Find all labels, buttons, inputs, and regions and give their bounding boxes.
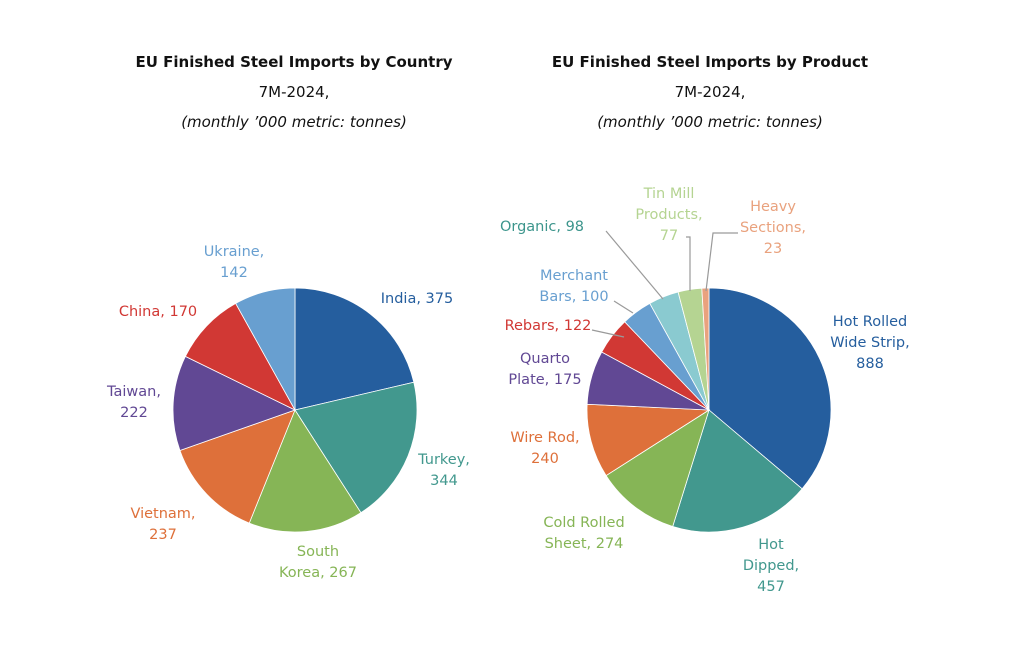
product-data-label-line: Bars, 100 [539,289,608,305]
country-data-label-line: India, 375 [381,291,453,307]
country-data-label-line: China, 170 [119,304,197,320]
product-data-label-line: Sections, [740,220,806,236]
product-slice-hot-rolled-wide-strip [708,287,832,490]
product-data-label-quarto-plate: Quarto Plate, 175 [508,351,581,388]
product-chart-units: (monthly ’000 metric: tonnes) [597,113,823,131]
country-data-label-china: China, 170 [119,304,197,320]
country-data-label-line: 222 [120,405,148,421]
country-data-label-line: South [297,544,339,560]
country-slice-ukraine [235,287,296,412]
product-data-label-line: Organic, 98 [500,219,584,235]
product-slice-hot-dipped [672,409,803,533]
product-data-label-organic: Organic, 98 [500,219,584,235]
country-data-label-line: Vietnam, [130,506,195,522]
product-data-label-line: Dipped, [743,558,799,574]
product-data-label-line: Products, [635,207,702,223]
product-slice-heavy-sections [701,287,710,411]
product-data-label-line: Tin Mill [643,186,695,202]
product-leader-line-merchant-bars [613,300,634,314]
country-data-label-turkey: Turkey, 344 [417,452,470,489]
product-data-label-cold-rolled-sheet: Cold Rolled Sheet, 274 [543,515,624,552]
product-data-label-line: Wire Rod, [510,430,579,446]
product-chart-subtitle: 7M-2024, [674,83,746,101]
product-leader-line-rebars [591,329,625,338]
country-pie: India, 375 Turkey, 344 South Korea, 267 Vietn… [106,244,470,581]
product-data-label-wire-rod: Wire Rod, 240 [510,430,579,467]
product-chart-title: EU Finished Steel Imports by Product [551,53,869,71]
country-slice-south-korea [248,409,362,533]
product-leader-line-organic [605,230,664,300]
country-data-label-vietnam: Vietnam, 237 [130,506,195,543]
product-data-label-line: Rebars, 122 [505,318,592,334]
country-slice-vietnam [179,409,296,524]
country-data-label-line: 237 [149,527,177,543]
product-data-label-line: Hot [758,537,784,553]
product-data-label-line: Wide Strip, [830,335,909,351]
country-data-label-india: India, 375 [381,291,453,307]
product-chart-title-block: EU Finished Steel Imports by Product 7M-… [500,47,920,137]
product-data-label-hot-rolled-wide-strip: Hot Rolled Wide Strip, 888 [830,314,909,372]
country-data-label-taiwan: Taiwan, 222 [106,384,161,421]
country-data-label-south-korea: South Korea, 267 [279,544,357,581]
country-chart-units: (monthly ’000 metric: tonnes) [181,113,407,131]
country-slice-china [184,302,296,411]
country-data-label-line: Korea, 267 [279,565,357,581]
product-slice-wire-rod [586,403,711,477]
country-chart-subtitle: 7M-2024, [258,83,330,101]
country-slice-india [294,287,415,411]
product-data-label-line: 457 [757,579,785,595]
country-data-label-ukraine: Ukraine, 142 [204,244,265,281]
product-data-label-line: Plate, 175 [508,372,581,388]
country-data-label-line: Turkey, [417,452,470,468]
product-data-label-merchant-bars: Merchant Bars, 100 [539,268,608,305]
product-data-label-line: 240 [531,451,559,467]
product-data-label-line: 23 [764,241,782,257]
country-slice-taiwan [172,355,297,452]
product-leader-line-heavy-sections [705,232,738,292]
country-data-label-line: 142 [220,265,248,281]
product-data-label-line: 888 [856,356,884,372]
product-data-label-hot-dipped: Hot Dipped, 457 [743,537,799,595]
country-data-label-line: Ukraine, [204,244,265,260]
product-data-label-rebars: Rebars, 122 [505,318,592,334]
product-data-label-line: Sheet, 274 [545,536,624,552]
product-data-label-line: Merchant [540,268,608,284]
product-data-label-line: Cold Rolled [543,515,624,531]
country-chart-title: EU Finished Steel Imports by Country [135,53,453,71]
product-leader-line-tin-mill-products [686,236,691,291]
product-pie: Hot Rolled Wide Strip, 888 Hot Dipped, 457 Col… [500,186,910,595]
country-data-label-line: 344 [430,473,458,489]
product-data-label-line: Quarto [520,351,570,367]
product-data-label-heavy-sections: Heavy Sections, 23 [740,199,806,257]
country-chart-title-block: EU Finished Steel Imports by Country 7M-… [84,47,504,137]
product-slice-cold-rolled-sheet [605,409,710,527]
product-data-label-line: Hot Rolled [833,314,908,330]
country-slice-turkey [294,381,418,514]
country-data-label-line: Taiwan, [106,384,161,400]
product-data-label-tin-mill-products: Tin Mill Products, 77 [635,186,702,244]
product-data-label-line: Heavy [750,199,796,215]
product-data-label-line: 77 [660,228,678,244]
